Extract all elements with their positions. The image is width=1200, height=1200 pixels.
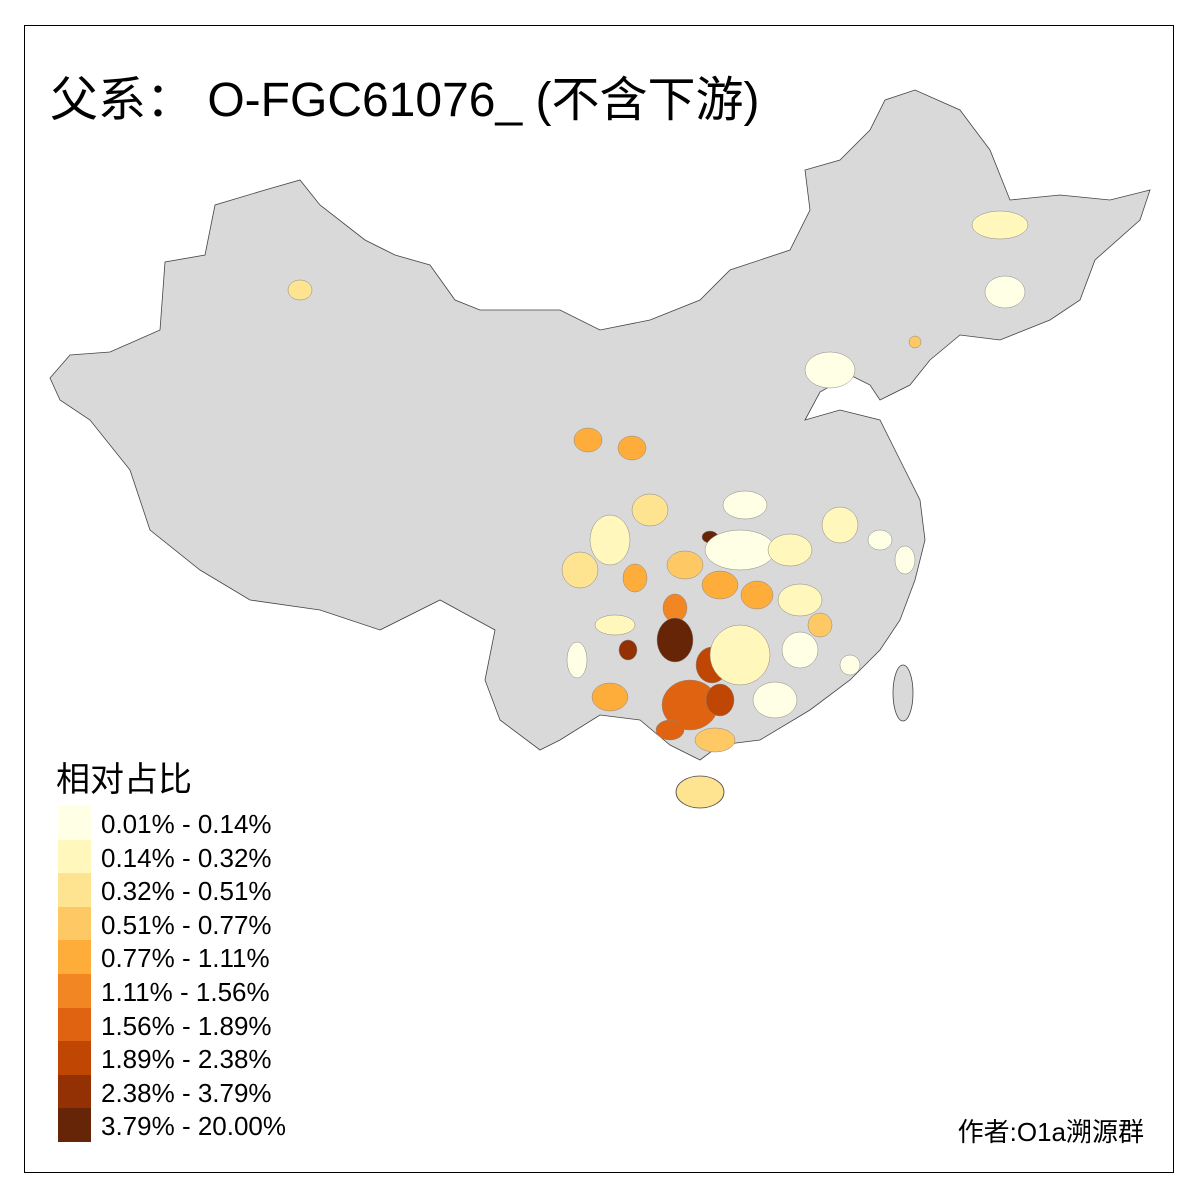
legend-swatch (58, 1108, 91, 1142)
hainan-region (675, 775, 725, 809)
legend-label: 1.11% - 1.56% (101, 977, 270, 1007)
prefecture-region (622, 563, 648, 593)
prefecture-region (777, 583, 823, 617)
legend-label: 1.89% - 2.38% (101, 1044, 272, 1075)
prefecture-region (740, 580, 774, 610)
prefecture-region (591, 682, 629, 712)
colored-regions (287, 210, 1029, 753)
legend-label: 0.14% - 0.32% (101, 842, 272, 873)
legend-item: 0.77% - 1.11% (58, 940, 358, 974)
legend-label: 2.38% - 3.79% (101, 1077, 272, 1108)
map-title: 父系： O-FGC61076_ (不含下游) (50, 74, 760, 127)
prefecture-region (287, 279, 313, 301)
prefecture-region (705, 683, 735, 717)
prefecture-region (617, 435, 647, 461)
legend-swatch (58, 839, 91, 874)
prefecture-region (589, 514, 631, 566)
legend-label: 0.77% - 1.11% (101, 943, 270, 974)
legend-title: 相对占比 (56, 761, 192, 799)
legend-label: 0.01% - 0.14% (101, 809, 272, 839)
china-base-region (49, 89, 1151, 761)
legend-swatch (58, 906, 91, 941)
prefecture-region (666, 550, 704, 580)
prefecture-region (867, 529, 893, 551)
prefecture-region (694, 727, 736, 753)
prefecture-region (807, 612, 833, 638)
prefecture-region (656, 617, 694, 663)
prefecture-region (767, 533, 813, 567)
legend-label: 0.51% - 0.77% (101, 909, 272, 940)
prefecture-region (594, 614, 636, 636)
prefecture-region (984, 275, 1026, 309)
legend-item: 1.56% - 1.89% (58, 1007, 358, 1042)
legend-swatch (58, 873, 91, 907)
prefecture-region (781, 631, 819, 669)
legend-swatch (58, 940, 91, 974)
legend-item: 0.01% - 0.14% (58, 806, 358, 840)
legend-item: 0.32% - 0.51% (58, 873, 358, 907)
legend-swatch (58, 974, 91, 1008)
prefecture-region (709, 624, 771, 686)
prefecture-region (894, 545, 916, 575)
prefecture-region (631, 493, 669, 527)
legend-item: 3.79% - 20.00% (58, 1108, 358, 1142)
prefecture-region (573, 427, 603, 453)
map-frame (24, 25, 1174, 1173)
taiwan-region (892, 664, 914, 722)
prefecture-region (804, 351, 856, 389)
legend-swatch (58, 1007, 91, 1042)
legend-swatch (58, 806, 91, 840)
prefecture-region (618, 639, 638, 661)
legend-label: 0.32% - 0.51% (101, 876, 272, 907)
prefecture-region (704, 529, 776, 571)
legend-item: 0.51% - 0.77% (58, 906, 358, 941)
legend-item: 1.11% - 1.56% (58, 974, 358, 1008)
prefecture-region (561, 551, 599, 589)
prefecture-region (752, 681, 798, 719)
legend-item: 2.38% - 3.79% (58, 1074, 358, 1109)
legend-swatch (58, 1074, 91, 1109)
legend-item: 0.14% - 0.32% (58, 839, 358, 874)
legend-label: 3.79% - 20.00% (101, 1111, 287, 1142)
prefecture-region (821, 506, 859, 544)
prefecture-region (722, 490, 768, 520)
prefecture-region (701, 570, 739, 600)
legend-item: 1.89% - 2.38% (58, 1041, 358, 1075)
legend-label: 1.56% - 1.89% (101, 1010, 272, 1041)
prefecture-region (839, 654, 861, 676)
prefecture-region (908, 335, 922, 349)
prefecture-region (971, 210, 1029, 240)
author-credit: 作者:O1a溯源群 (957, 1117, 1144, 1147)
legend-swatch (58, 1041, 91, 1075)
prefecture-region (566, 641, 588, 679)
prefecture-region (655, 719, 685, 741)
